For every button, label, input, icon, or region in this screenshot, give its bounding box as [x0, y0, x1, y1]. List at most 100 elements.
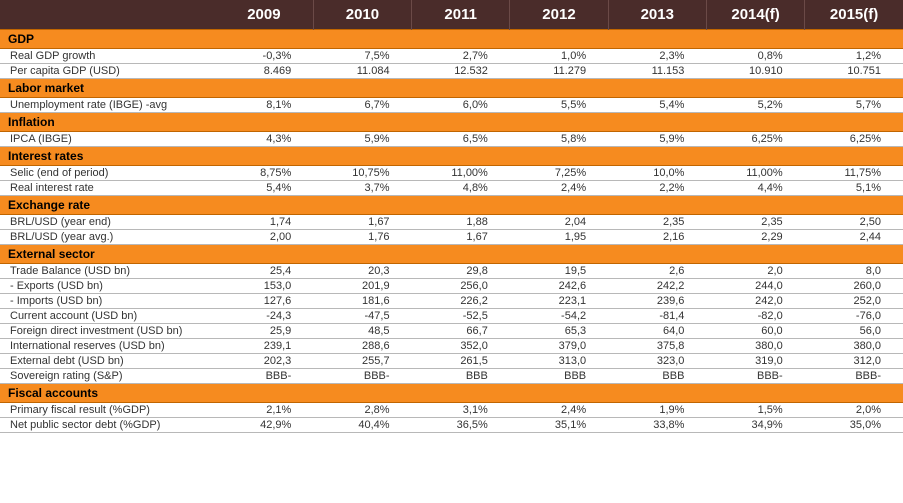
- cell-value: 255,7: [313, 354, 411, 369]
- section-title: GDP: [0, 30, 903, 49]
- cell-value: 1,0%: [510, 49, 608, 64]
- cell-value: 2,35: [706, 215, 804, 230]
- cell-value: 6,7%: [313, 98, 411, 113]
- cell-value: -82,0: [706, 309, 804, 324]
- cell-value: 4,8%: [412, 181, 510, 196]
- table-row: Sovereign rating (S&P)BBB-BBB-BBBBBBBBBB…: [0, 369, 903, 384]
- row-label: Current account (USD bn): [0, 309, 215, 324]
- cell-value: BBB-: [215, 369, 313, 384]
- cell-value: BBB: [510, 369, 608, 384]
- table-row: International reserves (USD bn)239,1288,…: [0, 339, 903, 354]
- cell-value: 181,6: [313, 294, 411, 309]
- row-label: BRL/USD (year end): [0, 215, 215, 230]
- cell-value: 35,0%: [805, 418, 903, 433]
- section-header: GDP: [0, 30, 903, 49]
- cell-value: 239,6: [608, 294, 706, 309]
- cell-value: 3,1%: [412, 403, 510, 418]
- table-row: Current account (USD bn)-24,3-47,5-52,5-…: [0, 309, 903, 324]
- section-title: Labor market: [0, 79, 903, 98]
- cell-value: -81,4: [608, 309, 706, 324]
- cell-value: 2,0%: [805, 403, 903, 418]
- cell-value: 252,0: [805, 294, 903, 309]
- row-label: Per capita GDP (USD): [0, 64, 215, 79]
- cell-value: 4,3%: [215, 132, 313, 147]
- section-header: Inflation: [0, 113, 903, 132]
- cell-value: 1,9%: [608, 403, 706, 418]
- cell-value: 42,9%: [215, 418, 313, 433]
- table-row: External debt (USD bn)202,3255,7261,5313…: [0, 354, 903, 369]
- table-row: Trade Balance (USD bn)25,420,329,819,52,…: [0, 264, 903, 279]
- cell-value: 33,8%: [608, 418, 706, 433]
- cell-value: 2,8%: [313, 403, 411, 418]
- cell-value: 2,3%: [608, 49, 706, 64]
- cell-value: 8,1%: [215, 98, 313, 113]
- cell-value: 65,3: [510, 324, 608, 339]
- cell-value: 380,0: [706, 339, 804, 354]
- table-row: Unemployment rate (IBGE) -avg8,1%6,7%6,0…: [0, 98, 903, 113]
- cell-value: 5,9%: [313, 132, 411, 147]
- cell-value: 5,7%: [805, 98, 903, 113]
- table-row: BRL/USD (year avg.)2,001,761,671,952,162…: [0, 230, 903, 245]
- cell-value: 1,67: [412, 230, 510, 245]
- cell-value: 1,5%: [706, 403, 804, 418]
- cell-value: 11.153: [608, 64, 706, 79]
- cell-value: 11,00%: [412, 166, 510, 181]
- cell-value: 127,6: [215, 294, 313, 309]
- cell-value: 153,0: [215, 279, 313, 294]
- cell-value: 8.469: [215, 64, 313, 79]
- row-label: Net public sector debt (%GDP): [0, 418, 215, 433]
- cell-value: 323,0: [608, 354, 706, 369]
- cell-value: 5,8%: [510, 132, 608, 147]
- cell-value: 5,4%: [608, 98, 706, 113]
- cell-value: 64,0: [608, 324, 706, 339]
- row-label: Sovereign rating (S&P): [0, 369, 215, 384]
- header-label-col: [0, 0, 215, 30]
- cell-value: 7,5%: [313, 49, 411, 64]
- table-row: - Exports (USD bn)153,0201,9256,0242,624…: [0, 279, 903, 294]
- cell-value: 6,5%: [412, 132, 510, 147]
- table-header-row: 200920102011201220132014(f)2015(f): [0, 0, 903, 30]
- cell-value: 2,1%: [215, 403, 313, 418]
- row-label: Real GDP growth: [0, 49, 215, 64]
- economic-indicators-table: 200920102011201220132014(f)2015(f) GDPRe…: [0, 0, 903, 433]
- header-year-2009: 2009: [215, 0, 313, 30]
- header-year-2015(f): 2015(f): [805, 0, 903, 30]
- cell-value: -47,5: [313, 309, 411, 324]
- cell-value: 2,16: [608, 230, 706, 245]
- cell-value: 1,67: [313, 215, 411, 230]
- cell-value: 2,7%: [412, 49, 510, 64]
- cell-value: 11,75%: [805, 166, 903, 181]
- cell-value: 6,0%: [412, 98, 510, 113]
- table-row: Net public sector debt (%GDP)42,9%40,4%3…: [0, 418, 903, 433]
- cell-value: 2,4%: [510, 403, 608, 418]
- table-row: Primary fiscal result (%GDP)2,1%2,8%3,1%…: [0, 403, 903, 418]
- row-label: Primary fiscal result (%GDP): [0, 403, 215, 418]
- cell-value: 242,0: [706, 294, 804, 309]
- cell-value: 352,0: [412, 339, 510, 354]
- cell-value: 2,4%: [510, 181, 608, 196]
- cell-value: 11,00%: [706, 166, 804, 181]
- cell-value: -76,0: [805, 309, 903, 324]
- cell-value: BBB: [608, 369, 706, 384]
- section-header: Interest rates: [0, 147, 903, 166]
- cell-value: 11.279: [510, 64, 608, 79]
- section-title: Fiscal accounts: [0, 384, 903, 403]
- cell-value: 25,9: [215, 324, 313, 339]
- cell-value: -54,2: [510, 309, 608, 324]
- cell-value: 242,2: [608, 279, 706, 294]
- cell-value: 5,1%: [805, 181, 903, 196]
- table-row: Real interest rate5,4%3,7%4,8%2,4%2,2%4,…: [0, 181, 903, 196]
- cell-value: 11.084: [313, 64, 411, 79]
- cell-value: 312,0: [805, 354, 903, 369]
- table-row: BRL/USD (year end)1,741,671,882,042,352,…: [0, 215, 903, 230]
- cell-value: 48,5: [313, 324, 411, 339]
- section-title: Exchange rate: [0, 196, 903, 215]
- cell-value: 202,3: [215, 354, 313, 369]
- cell-value: 2,35: [608, 215, 706, 230]
- cell-value: 1,74: [215, 215, 313, 230]
- cell-value: 313,0: [510, 354, 608, 369]
- cell-value: 6,25%: [805, 132, 903, 147]
- cell-value: 8,75%: [215, 166, 313, 181]
- cell-value: 261,5: [412, 354, 510, 369]
- row-label: Unemployment rate (IBGE) -avg: [0, 98, 215, 113]
